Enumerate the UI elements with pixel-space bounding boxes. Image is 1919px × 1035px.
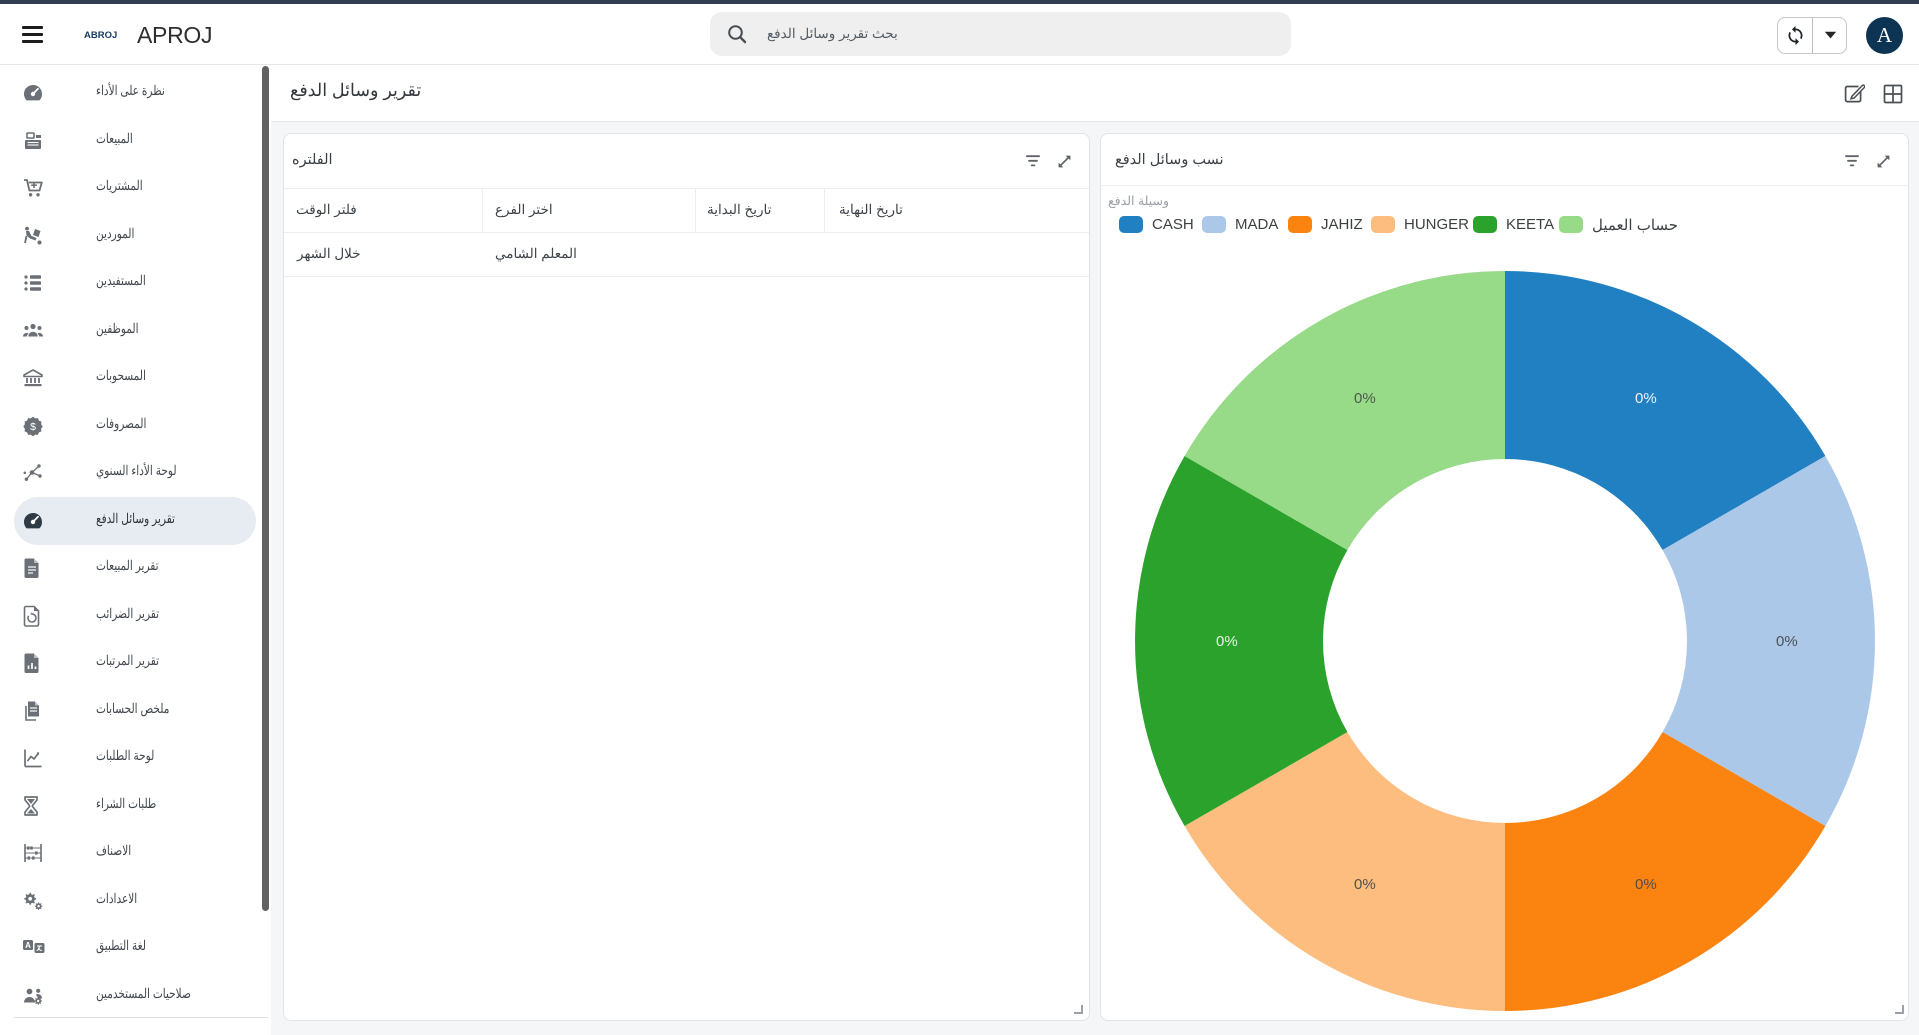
svg-text:A: A <box>25 941 31 950</box>
svg-text:$: $ <box>30 421 36 433</box>
